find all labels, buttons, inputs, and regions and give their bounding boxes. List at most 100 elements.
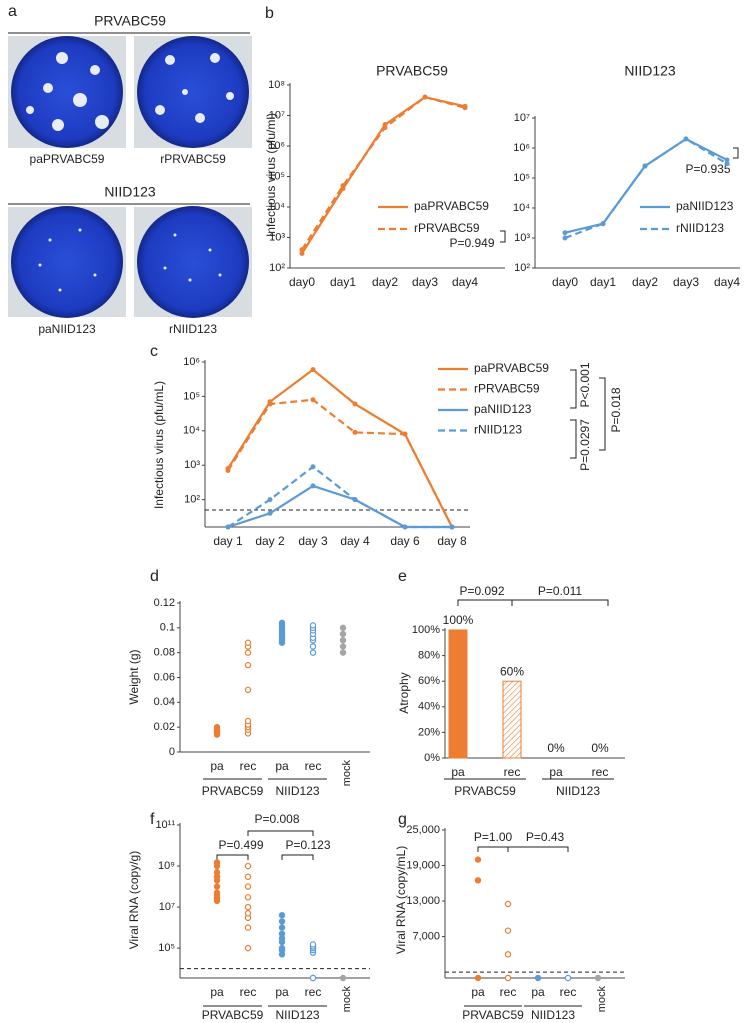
bracket bbox=[599, 377, 606, 451]
x-tick-label: rec bbox=[240, 759, 257, 773]
y-tick-label: 60% bbox=[418, 675, 440, 687]
point bbox=[213, 869, 221, 876]
plate bbox=[11, 206, 123, 318]
legend-label: paPRVABC59 bbox=[414, 199, 489, 213]
point bbox=[278, 930, 286, 937]
point bbox=[594, 974, 602, 982]
legend-label: paPRVABC59 bbox=[474, 361, 549, 375]
x-tick-label: day4 bbox=[714, 275, 740, 289]
y-tick-label: 7,000 bbox=[412, 930, 440, 942]
point bbox=[244, 944, 252, 952]
x-tick-label: rec bbox=[305, 985, 322, 999]
y-tick-label: 10⁴ bbox=[268, 201, 285, 213]
point bbox=[683, 136, 689, 142]
x-tick-label: day 6 bbox=[390, 534, 420, 548]
point bbox=[244, 661, 252, 669]
point bbox=[422, 94, 428, 100]
y-tick-label: 10⁴ bbox=[183, 425, 200, 437]
y-tick-label: 10⁷ bbox=[514, 112, 530, 124]
y-tick-label: 0.04 bbox=[154, 696, 175, 708]
y-tick-label: 100% bbox=[412, 624, 440, 636]
point bbox=[309, 974, 317, 982]
bracket bbox=[247, 830, 314, 836]
point bbox=[225, 524, 231, 530]
x-tick-label: pa bbox=[210, 759, 224, 773]
x-tick-label: rec bbox=[240, 985, 257, 999]
annotation: P=0.499 bbox=[218, 838, 263, 852]
y-tick-label: 80% bbox=[418, 650, 440, 662]
point bbox=[339, 624, 347, 632]
point bbox=[213, 889, 221, 896]
point bbox=[340, 183, 346, 189]
point bbox=[278, 924, 286, 931]
point bbox=[339, 630, 347, 638]
panel-letter: b bbox=[265, 5, 274, 22]
point bbox=[267, 510, 273, 516]
x-tick-label: pa bbox=[275, 759, 289, 773]
y-tick-label: 0.12 bbox=[154, 597, 175, 609]
x-tick-label: rec bbox=[504, 765, 521, 779]
x-tick-label: mock bbox=[341, 986, 353, 1013]
x-tick-label: day 2 bbox=[255, 534, 285, 548]
y-tick-label: 10³ bbox=[184, 459, 200, 471]
y-axis-label: Viral RNA (copy/mL) bbox=[394, 846, 408, 954]
annotation: P=0.43 bbox=[526, 830, 565, 844]
x-tick-label: mock bbox=[596, 986, 608, 1013]
point bbox=[462, 105, 468, 111]
point bbox=[244, 883, 252, 890]
x-tick-label: rec bbox=[592, 765, 609, 779]
y-axis-label: Atrophy bbox=[397, 672, 411, 713]
bracket bbox=[570, 419, 577, 459]
y-tick-label: 0% bbox=[424, 752, 440, 764]
annotation: P=0.123 bbox=[285, 838, 330, 852]
plate bbox=[137, 206, 249, 318]
annotation: P=1.00 bbox=[474, 830, 513, 844]
point bbox=[244, 873, 252, 880]
point bbox=[213, 883, 221, 890]
x-tick-label: pa bbox=[210, 985, 224, 999]
point bbox=[562, 230, 568, 236]
y-axis-label: Infectious virus (pfu/ml) bbox=[264, 113, 278, 237]
bracket bbox=[507, 846, 569, 852]
y-tick-label: 10⁶ bbox=[513, 142, 530, 154]
y-tick-label: 10³ bbox=[269, 231, 285, 243]
x-tick-label: day2 bbox=[632, 275, 658, 289]
point bbox=[244, 894, 252, 901]
point bbox=[474, 856, 482, 863]
annotation: P=0.008 bbox=[254, 812, 299, 826]
point bbox=[267, 497, 273, 503]
x-tick-label: day 4 bbox=[340, 534, 370, 548]
point bbox=[352, 429, 358, 435]
point bbox=[309, 643, 317, 650]
point bbox=[724, 157, 730, 163]
x-tick-label: pa bbox=[451, 765, 465, 779]
point bbox=[244, 649, 252, 656]
panel-letter: g bbox=[398, 811, 407, 828]
y-tick-label: 0.02 bbox=[154, 721, 175, 733]
y-tick-label: 10⁹ bbox=[158, 860, 175, 872]
y-tick-label: 10² bbox=[184, 494, 200, 506]
legend-label: paNIID123 bbox=[676, 199, 734, 213]
line bbox=[227, 484, 452, 529]
y-tick-label: 10⁵ bbox=[268, 170, 285, 182]
annotation: P=0.935 bbox=[685, 162, 730, 176]
x-tick-label: day0 bbox=[552, 275, 578, 289]
bracket bbox=[477, 846, 509, 852]
value-label: 0% bbox=[591, 741, 609, 755]
y-axis-label: Weight (g) bbox=[127, 649, 141, 704]
point bbox=[474, 877, 482, 884]
legend-label: rNIID123 bbox=[676, 221, 724, 235]
point bbox=[310, 483, 316, 489]
x-tick-label: mock bbox=[341, 760, 353, 787]
point bbox=[382, 125, 388, 131]
line bbox=[227, 398, 453, 528]
point bbox=[562, 235, 568, 241]
bracket bbox=[511, 599, 609, 606]
bracket bbox=[216, 854, 249, 860]
panel-letter: d bbox=[150, 568, 159, 585]
bracket bbox=[500, 230, 506, 243]
group-label: PRVABC59 bbox=[202, 784, 264, 798]
y-tick-label: 10² bbox=[269, 262, 285, 274]
y-axis-label: Viral RNA (copy/g) bbox=[127, 851, 141, 949]
